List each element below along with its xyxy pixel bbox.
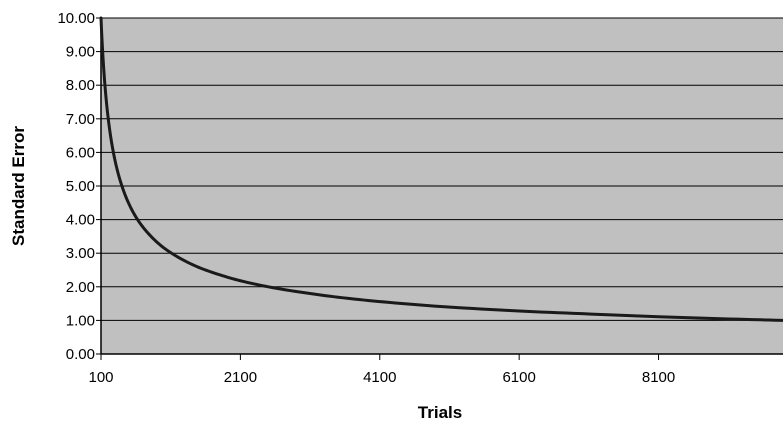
y-tick-label: 8.00 xyxy=(66,77,95,94)
y-tick-label: 1.00 xyxy=(66,312,95,329)
x-axis-title: Trials xyxy=(418,403,462,422)
y-tick-label: 10.00 xyxy=(57,10,95,27)
y-tick-label: 0.00 xyxy=(66,346,95,363)
y-tick-label: 4.00 xyxy=(66,212,95,229)
y-tick-label: 6.00 xyxy=(66,144,95,161)
y-axis-ticks: 0.00 1.00 2.00 3.00 4.00 5.00 6.00 7.00 8.00 9.00… xyxy=(57,10,101,363)
y-tick-label: 9.00 xyxy=(66,44,95,61)
y-tick-label: 2.00 xyxy=(66,279,95,296)
x-tick-label: 6100 xyxy=(502,369,535,386)
y-tick-label: 5.00 xyxy=(66,178,95,195)
x-axis-ticks: 100 2100 4100 6100 8100 xyxy=(88,354,675,386)
series-line xyxy=(99,16,783,322)
y-tick-label: 3.00 xyxy=(66,245,95,262)
series-layer xyxy=(99,16,783,322)
x-tick-label: 100 xyxy=(88,369,113,386)
grid-lines xyxy=(101,17,783,321)
y-axis-title: Standard Error xyxy=(9,126,28,246)
x-tick-label: 4100 xyxy=(363,369,396,386)
x-tick-label: 8100 xyxy=(642,369,675,386)
y-tick-label: 7.00 xyxy=(66,111,95,128)
x-tick-label: 2100 xyxy=(224,369,257,386)
